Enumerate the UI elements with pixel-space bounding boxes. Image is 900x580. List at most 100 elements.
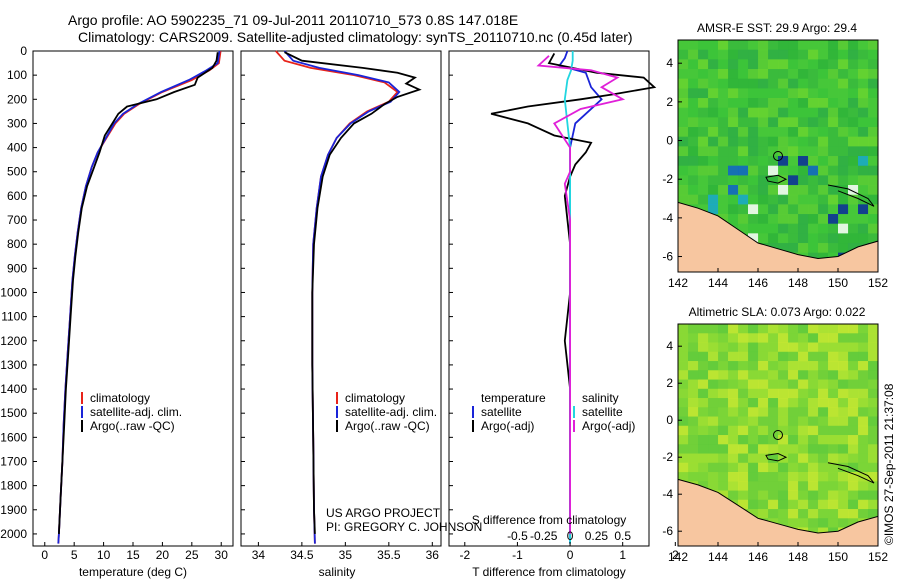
map-cell bbox=[718, 117, 729, 128]
map-cell bbox=[808, 398, 819, 408]
map-cell bbox=[848, 324, 859, 334]
map-cell bbox=[678, 185, 689, 196]
depth-tick-label: 100 bbox=[7, 68, 27, 82]
map-cell bbox=[778, 435, 789, 445]
map-cell bbox=[748, 156, 759, 167]
t-difference-axis-label: T difference from climatology bbox=[472, 565, 626, 579]
map-cell bbox=[688, 444, 699, 454]
map-cell bbox=[708, 416, 719, 427]
map-cell bbox=[818, 490, 829, 501]
map-cell bbox=[768, 78, 779, 89]
map-cell bbox=[728, 214, 739, 225]
map-cell bbox=[728, 107, 739, 118]
map-x-tick-label: 142 bbox=[668, 550, 688, 564]
series-line bbox=[284, 51, 422, 534]
map-cell bbox=[698, 425, 709, 436]
map-cell bbox=[678, 370, 689, 380]
map-cell bbox=[728, 407, 739, 417]
map-cell bbox=[688, 435, 699, 445]
map-cell bbox=[688, 388, 699, 399]
map-cell bbox=[778, 156, 789, 167]
map-cell bbox=[828, 444, 839, 454]
map-cell bbox=[838, 78, 849, 89]
map-cell bbox=[828, 416, 839, 427]
map-cell bbox=[838, 146, 849, 157]
map-cell bbox=[698, 453, 709, 464]
map-cell bbox=[818, 223, 829, 234]
map-cell bbox=[828, 69, 839, 80]
map-cell bbox=[818, 407, 829, 417]
map-x-tick-label: 144 bbox=[708, 276, 728, 290]
map-cell bbox=[858, 204, 869, 215]
map-cell bbox=[698, 146, 709, 157]
map-cell bbox=[688, 117, 699, 128]
map-cell bbox=[778, 185, 789, 196]
depth-tick-label: 1200 bbox=[0, 334, 27, 348]
map-cell bbox=[738, 185, 749, 196]
map-cell bbox=[768, 416, 779, 427]
map-cell bbox=[718, 361, 729, 371]
map-cell bbox=[838, 388, 849, 399]
map-cell bbox=[728, 425, 739, 436]
map-cell bbox=[788, 88, 799, 99]
map-cell bbox=[768, 490, 779, 501]
map-cell bbox=[868, 425, 879, 436]
map-cell bbox=[848, 472, 859, 482]
map-cell bbox=[778, 324, 789, 334]
map-cell bbox=[848, 370, 859, 380]
map-cell bbox=[818, 398, 829, 408]
map-cell bbox=[688, 407, 699, 417]
legend-temp-satellite: satellite-adj. clim. bbox=[90, 405, 182, 419]
map-cell bbox=[698, 361, 709, 371]
depth-tick-label: 1500 bbox=[0, 406, 27, 420]
map-cell bbox=[698, 78, 709, 89]
depth-tick-label: 1800 bbox=[0, 479, 27, 493]
legend-sal-satellite: satellite-adj. clim. bbox=[345, 405, 437, 419]
temperature-plot: 0 5 10 15 20 25 30 bbox=[41, 50, 228, 562]
argo-position-marker bbox=[773, 430, 783, 440]
map-cell bbox=[728, 361, 739, 371]
map-cell bbox=[758, 127, 769, 138]
map-cell bbox=[778, 379, 789, 390]
map-cell bbox=[808, 435, 819, 445]
map-cell bbox=[798, 444, 809, 454]
map-cell bbox=[828, 88, 839, 99]
map-cell bbox=[828, 127, 839, 138]
map-cell bbox=[728, 444, 739, 454]
map-cell bbox=[828, 518, 839, 528]
map-cell bbox=[808, 407, 819, 417]
pi-credit: PI: GREGORY C. JOHNSON bbox=[326, 520, 482, 534]
map-cell bbox=[818, 324, 829, 334]
map-cell bbox=[848, 481, 859, 491]
map-cell bbox=[828, 342, 839, 353]
map-cell bbox=[828, 435, 839, 445]
map-cell bbox=[808, 370, 819, 380]
map-cell bbox=[748, 146, 759, 157]
map-cell bbox=[788, 398, 799, 408]
map-cell bbox=[698, 98, 709, 109]
map-cell bbox=[728, 156, 739, 167]
map-cell bbox=[818, 425, 829, 436]
map-cell bbox=[748, 185, 759, 196]
map-cell bbox=[678, 398, 689, 408]
map-cell bbox=[788, 472, 799, 482]
map-cell bbox=[768, 156, 779, 167]
map-cell bbox=[828, 333, 839, 343]
map-cell bbox=[828, 117, 839, 128]
map-cell bbox=[788, 361, 799, 371]
map-cell bbox=[798, 78, 809, 89]
map-cell bbox=[758, 472, 769, 482]
map-cell bbox=[778, 204, 789, 215]
map-cell bbox=[758, 407, 769, 417]
x-tick-label: 10 bbox=[97, 548, 111, 562]
map-cell bbox=[778, 223, 789, 234]
map-cell bbox=[848, 223, 859, 234]
map-cell bbox=[758, 156, 769, 167]
map-cell bbox=[788, 351, 799, 362]
map-cell bbox=[748, 69, 759, 80]
map-cell bbox=[838, 204, 849, 215]
map-cell bbox=[738, 59, 749, 70]
map-cell bbox=[798, 453, 809, 464]
map-cell bbox=[768, 165, 779, 176]
